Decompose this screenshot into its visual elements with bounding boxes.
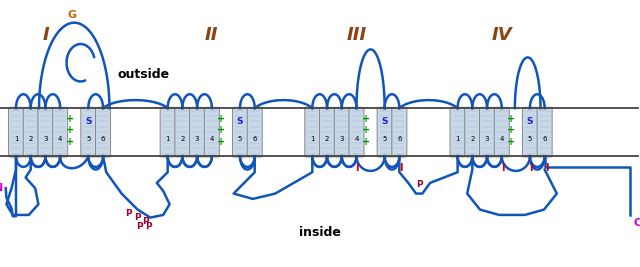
Text: P: P [136,222,143,231]
Text: +: + [66,114,74,124]
Text: S: S [527,117,533,126]
Text: +: + [66,125,74,135]
Text: I: I [529,163,533,173]
Text: P: P [145,222,152,231]
FancyBboxPatch shape [160,107,175,157]
Text: 4: 4 [210,136,214,142]
Text: inside: inside [299,226,341,239]
FancyBboxPatch shape [38,107,53,157]
Text: +: + [218,114,225,124]
FancyBboxPatch shape [95,107,111,157]
Text: 4: 4 [355,136,358,142]
Text: 2: 2 [470,136,474,142]
Text: I: I [399,163,403,173]
FancyBboxPatch shape [319,107,335,157]
Text: +: + [218,125,225,135]
FancyBboxPatch shape [349,107,364,157]
Text: III: III [346,26,367,44]
FancyBboxPatch shape [8,107,24,157]
Text: +: + [218,137,225,147]
Text: +: + [362,125,370,135]
Text: II: II [204,26,218,44]
FancyBboxPatch shape [175,107,190,157]
FancyBboxPatch shape [81,107,96,157]
FancyBboxPatch shape [465,107,480,157]
Text: I: I [43,26,49,44]
Text: IV: IV [492,26,512,44]
Text: 3: 3 [484,136,490,142]
FancyBboxPatch shape [204,107,220,157]
Text: +: + [508,114,515,124]
Text: G: G [67,10,76,20]
Text: 2: 2 [29,136,33,142]
FancyBboxPatch shape [232,107,248,157]
Text: S: S [85,117,92,126]
FancyBboxPatch shape [377,107,392,157]
Text: P: P [125,209,131,218]
Text: 2: 2 [325,136,329,142]
Text: 6: 6 [397,136,402,142]
FancyBboxPatch shape [450,107,465,157]
Text: 3: 3 [195,136,200,142]
FancyBboxPatch shape [52,107,68,157]
Text: 5: 5 [528,136,532,142]
FancyBboxPatch shape [392,107,407,157]
FancyBboxPatch shape [247,107,262,157]
Text: P: P [417,180,423,189]
Text: P: P [134,213,141,222]
Text: C: C [634,218,640,227]
Text: 5: 5 [238,136,242,142]
Text: 1: 1 [310,136,315,142]
Text: 3: 3 [339,136,344,142]
Text: +: + [508,125,515,135]
FancyBboxPatch shape [479,107,495,157]
FancyBboxPatch shape [494,107,509,157]
Text: P: P [143,217,149,226]
Text: 4: 4 [500,136,504,142]
FancyBboxPatch shape [334,107,349,157]
Text: 4: 4 [58,136,62,142]
Text: 3: 3 [43,136,48,142]
Text: +: + [362,137,370,147]
Text: I: I [355,163,358,173]
Text: S: S [237,117,243,126]
FancyBboxPatch shape [305,107,320,157]
Text: I: I [500,163,504,173]
FancyBboxPatch shape [522,107,538,157]
Text: 1: 1 [455,136,460,142]
Text: S: S [381,117,388,126]
Text: 5: 5 [383,136,387,142]
FancyBboxPatch shape [537,107,552,157]
Text: +: + [362,114,370,124]
FancyBboxPatch shape [23,107,38,157]
Text: I: I [545,163,548,173]
Text: 5: 5 [86,136,90,142]
Text: +: + [66,137,74,147]
Text: 2: 2 [180,136,184,142]
Text: +: + [508,137,515,147]
Text: N: N [0,183,3,193]
Text: 6: 6 [252,136,257,142]
Text: 6: 6 [100,136,106,142]
Text: 6: 6 [542,136,547,142]
Text: 1: 1 [13,136,19,142]
Text: outside: outside [118,68,170,81]
Text: 1: 1 [165,136,170,142]
FancyBboxPatch shape [189,107,205,157]
